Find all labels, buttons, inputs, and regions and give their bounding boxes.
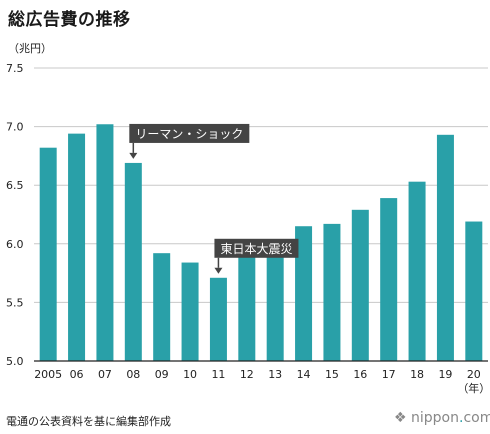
x-tick-label: 13 bbox=[268, 368, 282, 381]
y-tick-label: 5.5 bbox=[6, 296, 24, 309]
bar-13 bbox=[266, 246, 284, 361]
annotation-arrow-icon bbox=[214, 267, 223, 274]
bar-15 bbox=[323, 223, 341, 361]
bar-12 bbox=[238, 256, 256, 361]
x-tick-label: 08 bbox=[126, 368, 140, 381]
bar-10 bbox=[181, 262, 199, 361]
bar-17 bbox=[380, 198, 398, 361]
bar-08 bbox=[124, 162, 142, 361]
chart-title: 総広告費の推移 bbox=[8, 10, 131, 30]
y-tick-label: 6.5 bbox=[6, 179, 24, 192]
bar-09 bbox=[153, 253, 171, 361]
y-tick-label: 7.0 bbox=[6, 121, 24, 134]
bar-07 bbox=[96, 124, 114, 361]
y-tick-label: 7.5 bbox=[6, 62, 24, 75]
x-tick-label: 14 bbox=[297, 368, 311, 381]
x-tick-label: 06 bbox=[70, 368, 84, 381]
annotation-label: 東日本大震災 bbox=[220, 242, 292, 256]
bar-18 bbox=[408, 181, 426, 361]
bar-16 bbox=[351, 209, 369, 361]
logo-mark-icon: ❖ bbox=[394, 410, 407, 426]
x-tick-label: 18 bbox=[410, 368, 424, 381]
annotation-box bbox=[129, 123, 250, 143]
x-axis-unit-label: （年） bbox=[457, 381, 490, 395]
y-tick-label: 6.0 bbox=[6, 238, 24, 251]
x-tick-label: 11 bbox=[211, 368, 225, 381]
x-tick-label: 16 bbox=[353, 368, 367, 381]
x-tick-label: 20 bbox=[467, 368, 481, 381]
logo-name: nippon bbox=[411, 410, 459, 426]
annotation-arrow-icon bbox=[129, 152, 138, 159]
x-tick-label: 12 bbox=[240, 368, 254, 381]
logo-dot: . bbox=[459, 410, 464, 426]
x-tick-label: 09 bbox=[155, 368, 169, 381]
y-tick-label: 5.0 bbox=[6, 355, 24, 368]
logo-tld: com bbox=[463, 410, 490, 426]
bar-19 bbox=[436, 134, 454, 361]
annotation-label: リーマン・ショック bbox=[135, 127, 243, 141]
x-tick-label: 15 bbox=[325, 368, 339, 381]
bar-11 bbox=[209, 277, 227, 361]
bar-06 bbox=[68, 133, 86, 361]
bar-2005 bbox=[39, 147, 57, 361]
chart-source-note: 電通の公表資料を基に編集部作成 bbox=[6, 415, 171, 428]
nippon-logo: ❖ nippon.com bbox=[394, 410, 490, 426]
x-tick-label: 2005 bbox=[34, 368, 62, 381]
bar-14 bbox=[295, 226, 313, 361]
y-axis-unit-label: （兆円） bbox=[8, 42, 52, 55]
annotation-box bbox=[214, 238, 299, 258]
bar-20 bbox=[465, 221, 483, 361]
x-tick-label: 10 bbox=[183, 368, 197, 381]
x-tick-label: 19 bbox=[438, 368, 452, 381]
x-tick-label: 17 bbox=[382, 368, 396, 381]
x-tick-label: 07 bbox=[98, 368, 112, 381]
